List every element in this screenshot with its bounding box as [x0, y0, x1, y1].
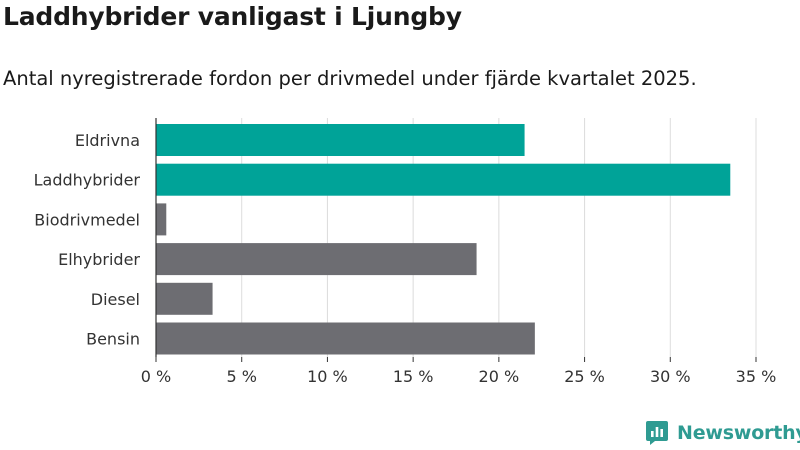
bar-elhybrider: [156, 243, 477, 276]
category-label: Eldrivna: [75, 131, 140, 150]
newsworthy-logo-icon: [646, 421, 668, 445]
x-tick-label: 35 %: [736, 367, 777, 386]
x-tick-label: 10 %: [307, 367, 348, 386]
x-axis: 0 % 5 % 10 % 15 % 20 % 25 % 30 % 35 %: [141, 118, 777, 386]
chart-title: Laddhybrider vanligast i Ljungby: [3, 2, 462, 31]
category-label: Laddhybrider: [34, 171, 141, 190]
bar-laddhybrider: [156, 163, 731, 196]
category-labels: Eldrivna Laddhybrider Biodrivmedel Elhybrid…: [34, 131, 141, 349]
newsworthy-logo-text: Newsworthy: [677, 422, 800, 444]
x-tick-label: 5 %: [226, 367, 256, 386]
bars: [156, 124, 731, 355]
x-tick-label: 20 %: [479, 367, 520, 386]
x-tick-label: 0 %: [141, 367, 171, 386]
chart-subtitle: Antal nyregistrerade fordon per drivmede…: [3, 67, 697, 90]
grid-lines: [241, 118, 757, 357]
category-label: Elhybrider: [58, 250, 140, 269]
bar-diesel: [156, 282, 213, 315]
x-tick-label: 30 %: [650, 367, 691, 386]
category-label: Biodrivmedel: [34, 210, 140, 229]
category-label: Diesel: [91, 290, 140, 309]
category-label: Bensin: [86, 330, 140, 349]
newsworthy-logo: Newsworthy: [645, 420, 800, 446]
bar-eldrivna: [156, 124, 525, 156]
x-tick-label: 15 %: [393, 367, 434, 386]
bar-bensin: [156, 322, 535, 355]
bar-biodrivmedel: [156, 203, 167, 236]
x-tick-label: 25 %: [564, 367, 605, 386]
